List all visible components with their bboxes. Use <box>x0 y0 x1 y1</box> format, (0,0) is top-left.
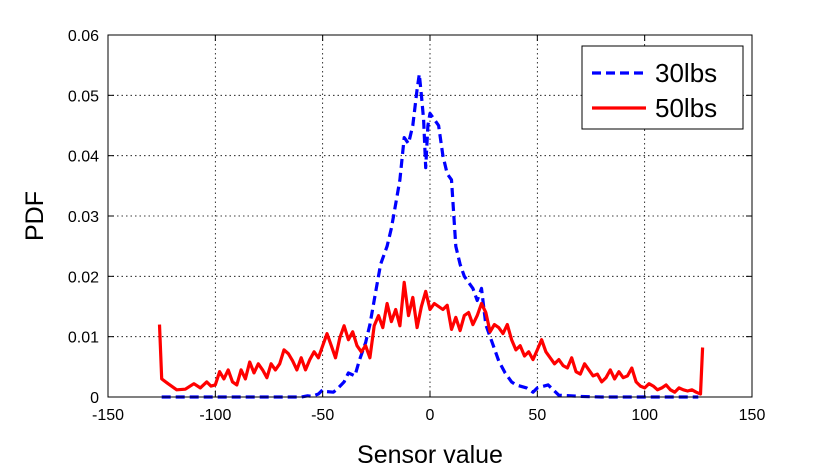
y-tick-label: 0.05 <box>68 88 99 105</box>
x-tick-label: 0 <box>426 407 435 424</box>
y-tick-label: 0 <box>90 390 99 407</box>
x-tick-label: -150 <box>92 407 124 424</box>
legend-label-50lbs: 50lbs <box>655 93 717 123</box>
x-tick-label: -50 <box>311 407 334 424</box>
x-axis-title: Sensor value <box>357 441 503 469</box>
x-tick-label: -100 <box>199 407 231 424</box>
series-lines <box>157 72 705 399</box>
x-tick-label: 50 <box>528 407 546 424</box>
legend: 30lbs 50lbs <box>581 45 744 130</box>
y-axis-title: PDF <box>21 191 49 241</box>
series-line-30lbs <box>161 72 699 399</box>
y-tick-label: 0.01 <box>68 330 99 347</box>
x-tick-label: 150 <box>739 407 766 424</box>
legend-box <box>581 45 744 130</box>
y-tick-label: 0.04 <box>68 149 99 166</box>
y-tick-label: 0.03 <box>68 209 99 226</box>
series-line-50lbs <box>157 280 705 396</box>
axis-ticks <box>107 34 753 398</box>
y-tick-label: 0.06 <box>68 28 99 45</box>
y-tick-label: 0.02 <box>68 269 99 286</box>
tick-labels: -150 -100 -50 0 50 100 150 0 0.01 0.02 0.03 0.04 0.0… <box>68 28 766 424</box>
legend-label-30lbs: 30lbs <box>655 58 717 88</box>
x-tick-label: 100 <box>631 407 658 424</box>
